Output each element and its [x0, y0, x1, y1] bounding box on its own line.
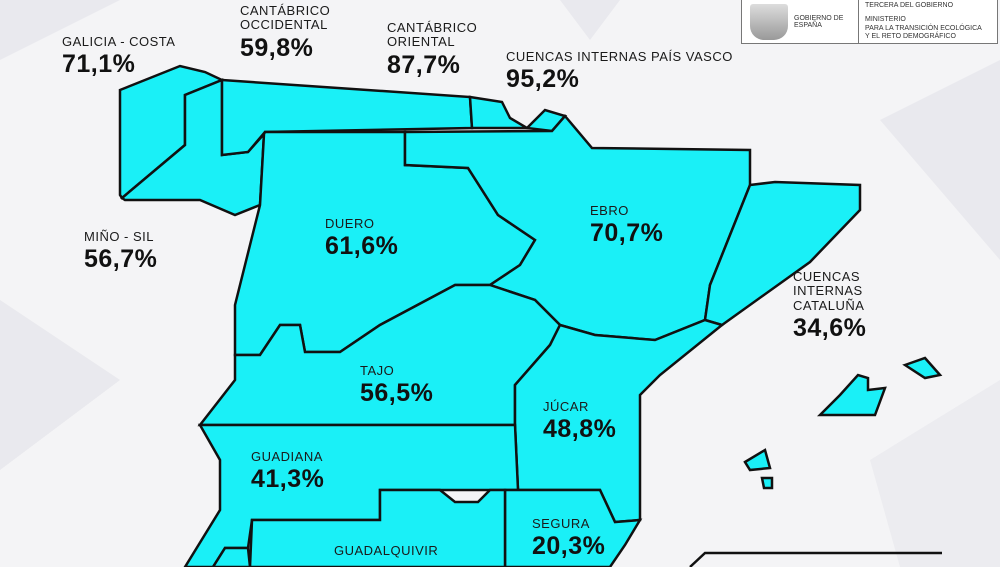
bg-shape — [0, 300, 120, 470]
bg-shape — [870, 380, 1000, 567]
label-cantabrico-oriental: CANTÁBRICO ORIENTAL 87,7% — [387, 20, 478, 79]
region-cantabrico-oriental[interactable] — [468, 95, 532, 130]
island-menorca[interactable] — [902, 356, 943, 380]
coat-of-arms-icon — [750, 3, 788, 40]
basin-name: GUADIANA — [251, 449, 323, 464]
basin-name: EBRO — [590, 203, 629, 218]
basin-name: GALICIA - COSTA — [62, 34, 176, 49]
basin-value: 20,3% — [532, 532, 606, 561]
region-segura[interactable] — [503, 488, 643, 567]
bg-shape — [880, 60, 1000, 260]
basin-name: JÚCAR — [543, 399, 589, 414]
basin-value: 71,1% — [62, 50, 136, 79]
government-logo: GOBIERNO DE ESPAÑA TERCERA DEL GOBIERNO … — [741, 0, 998, 44]
region-guadalquivir[interactable] — [248, 488, 507, 567]
label-cantabrico-occidental: CANTÁBRICO OCCIDENTAL 59,8% — [240, 3, 340, 62]
basin-value: 61,6% — [325, 232, 399, 261]
island-mallorca[interactable] — [816, 373, 887, 417]
basin-value: 95,2% — [506, 65, 580, 94]
basin-name: CANTÁBRICO ORIENTAL — [387, 20, 478, 50]
bg-shape — [0, 0, 120, 60]
basin-name: GUADALQUIVIR — [334, 543, 439, 558]
basin-name: TAJO — [360, 363, 395, 378]
bg-shape — [560, 0, 620, 40]
basin-value: 59,8% — [240, 33, 314, 62]
basin-value: 56,5% — [360, 379, 434, 408]
basin-value: 48,8% — [543, 415, 617, 444]
basin-name: DUERO — [325, 216, 375, 231]
logo-ministry-1: MINISTERIO — [865, 15, 906, 23]
basin-name: MIÑO - SIL — [84, 229, 155, 244]
basin-name: CUENCAS INTERNAS CATALUÑA — [793, 269, 865, 313]
label-cataluna: CUENCAS INTERNAS CATALUÑA 34,6% — [793, 269, 933, 342]
logo-gov-text: GOBIERNO DE ESPAÑA — [794, 14, 844, 29]
logo-top-text: TERCERA DEL GOBIERNO — [865, 2, 954, 9]
label-duero: DUERO 61,6% — [325, 216, 399, 261]
basin-value: 34,6% — [793, 313, 867, 342]
region-cataluna[interactable] — [703, 180, 862, 327]
island-formentera[interactable] — [760, 476, 774, 490]
canary-inset-frame — [689, 551, 942, 567]
basin-name: SEGURA — [532, 516, 590, 531]
basin-name: CANTÁBRICO OCCIDENTAL — [240, 3, 331, 33]
label-galicia-costa: GALICIA - COSTA 71,1% — [62, 34, 176, 79]
basin-name: CUENCAS INTERNAS PAÍS VASCO — [506, 49, 733, 64]
logo-ministry-3: Y EL RETO DEMOGRÁFICO — [865, 33, 956, 41]
label-guadalquivir: GUADALQUIVIR — [334, 543, 439, 558]
basin-value: 41,3% — [251, 465, 325, 494]
region-guadalete[interactable] — [211, 546, 252, 567]
basin-value: 87,7% — [387, 50, 461, 79]
basin-value: 70,7% — [590, 219, 664, 248]
label-guadiana: GUADIANA 41,3% — [251, 449, 325, 494]
label-mino-sil: MIÑO - SIL 56,7% — [84, 229, 158, 274]
label-ebro: EBRO 70,7% — [590, 203, 664, 248]
label-segura: SEGURA 20,3% — [532, 516, 606, 561]
logo-ministry-2: PARA LA TRANSICIÓN ECOLÓGICA — [865, 24, 982, 32]
island-ibiza[interactable] — [743, 448, 772, 472]
label-tajo: TAJO 56,5% — [360, 363, 434, 408]
label-jucar: JÚCAR 48,8% — [543, 399, 617, 444]
label-pais-vasco: CUENCAS INTERNAS PAÍS VASCO 95,2% — [506, 49, 733, 94]
basin-value: 56,7% — [84, 245, 158, 274]
